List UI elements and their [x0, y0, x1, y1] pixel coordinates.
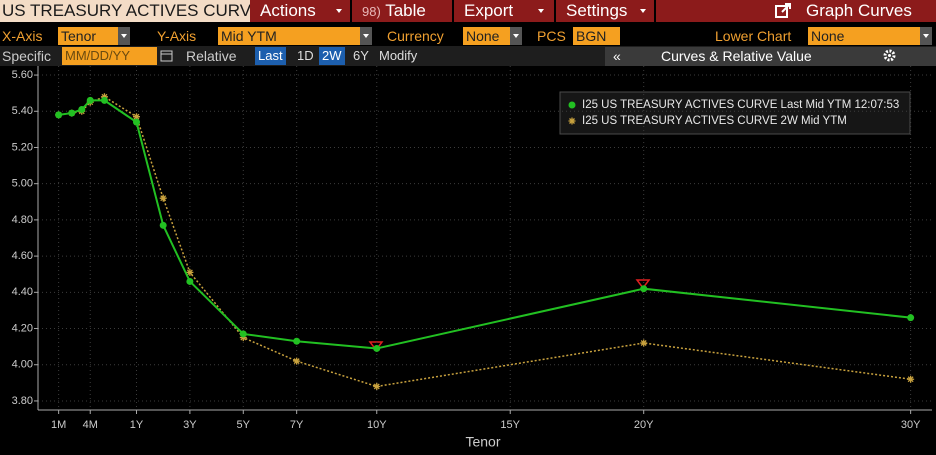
series-line: [58, 99, 911, 350]
legend-label: I25 US TREASURY ACTIVES CURVE 2W Mid YTM: [582, 115, 847, 127]
specific-label: Specific: [2, 48, 52, 64]
graph-curves[interactable]: Graph Curves: [806, 1, 912, 20]
point: [186, 268, 194, 276]
x-tick-label: 15Y: [500, 419, 520, 431]
menu-label: Actions: [260, 1, 316, 20]
dropdown-button[interactable]: [920, 27, 932, 45]
menu-label: Table: [385, 1, 426, 20]
dropdown-button[interactable]: [118, 27, 130, 45]
y-tick-label: 5.40: [12, 105, 33, 117]
x-tick-label: 1Y: [130, 419, 144, 431]
point: [373, 344, 381, 352]
y-tick-label: 4.80: [12, 214, 33, 226]
x-tick-label: 10Y: [367, 419, 387, 431]
control-field[interactable]: Tenor: [58, 27, 130, 45]
point: [239, 334, 247, 342]
y-tick-label: 3.80: [12, 395, 33, 407]
dropdown-button[interactable]: [360, 27, 372, 45]
control-label: PCS: [537, 28, 566, 44]
point: [293, 357, 301, 365]
menu-table[interactable]: 98) Table: [354, 0, 454, 22]
point: [907, 314, 915, 322]
point: [159, 221, 167, 229]
point: [86, 96, 94, 104]
dropdown-button[interactable]: [510, 27, 522, 45]
menu-label: Settings: [566, 1, 628, 20]
control-field[interactable]: BGN: [573, 27, 620, 45]
point: [907, 375, 915, 383]
control-field[interactable]: None: [808, 27, 932, 45]
control-field[interactable]: Mid YTM: [218, 27, 372, 45]
period-button[interactable]: Last: [255, 47, 286, 65]
point: [55, 111, 63, 119]
point: [100, 93, 108, 101]
x-tick-label: 30Y: [901, 419, 921, 431]
control-label: Currency: [387, 28, 444, 44]
menu-number: 98): [362, 4, 381, 19]
series-line: [58, 95, 911, 388]
side-panel-header: [605, 47, 936, 66]
point: [239, 330, 247, 338]
y-tick-label: 4.40: [12, 286, 33, 298]
control-label: Y-Axis: [157, 28, 197, 44]
legend-item: I25 US TREASURY ACTIVES CURVE Last Mid Y…: [568, 99, 899, 111]
legend-marker: [568, 117, 576, 125]
x-axis-label: Tenor: [465, 434, 500, 450]
point: [293, 337, 301, 345]
x-tick-label: 4M: [83, 419, 98, 431]
point: [159, 194, 167, 202]
y-tick-label: 4.60: [12, 250, 33, 262]
settings-gear[interactable]: [882, 48, 897, 63]
y-tick-label: 5.60: [12, 69, 33, 81]
point: [133, 113, 141, 121]
x-tick-label: 7Y: [290, 419, 304, 431]
point: [186, 277, 194, 285]
point: [373, 382, 381, 390]
date-field[interactable]: MM/DD/YY: [62, 47, 157, 65]
y-tick-label: 4.00: [12, 359, 33, 371]
menu-label: Export: [464, 1, 514, 20]
point: [640, 285, 648, 293]
relative-label: Relative: [186, 48, 237, 64]
period-button[interactable]: 2W: [319, 47, 345, 65]
security-title[interactable]: US TREASURY ACTIVES CURV: [0, 0, 250, 22]
marker-flag: [635, 279, 651, 290]
legend-item: I25 US TREASURY ACTIVES CURVE 2W Mid YTM: [568, 115, 847, 127]
x-tick-label: 20Y: [634, 419, 654, 431]
legend-label: I25 US TREASURY ACTIVES CURVE Last Mid Y…: [582, 99, 899, 111]
collapse-button[interactable]: «: [613, 48, 621, 64]
point: [78, 105, 86, 113]
point: [640, 339, 648, 347]
panel-title: Curves & Relative Value: [661, 48, 812, 64]
chart: 3.80 4.00 4.20 4.40 4.60 4.80 5.00 5.20 5.40 5.60…: [12, 66, 932, 450]
graph-icon: [775, 3, 791, 18]
y-tick-label: 5.00: [12, 178, 33, 190]
legend-box: [559, 91, 911, 135]
point: [133, 118, 141, 126]
y-tick-label: 5.20: [12, 141, 33, 153]
control-label: Lower Chart: [715, 28, 792, 44]
point: [100, 96, 108, 104]
period-button[interactable]: Modify: [379, 48, 418, 63]
x-tick-label: 5Y: [237, 419, 251, 431]
menu-export[interactable]: Export: [456, 0, 556, 22]
x-tick-label: 1M: [51, 419, 66, 431]
legend-marker: [568, 101, 576, 109]
calendar-icon[interactable]: [160, 49, 173, 62]
control-field[interactable]: None: [463, 27, 522, 45]
control-label: X-Axis: [2, 28, 43, 44]
y-tick-label: 4.20: [12, 322, 33, 334]
menu-actions[interactable]: Actions: [252, 0, 352, 22]
point: [68, 109, 76, 117]
period-button[interactable]: 6Y: [353, 48, 369, 63]
x-tick-label: 3Y: [183, 419, 197, 431]
menu-settings[interactable]: Settings: [558, 0, 656, 22]
period-button[interactable]: 1D: [297, 48, 314, 63]
